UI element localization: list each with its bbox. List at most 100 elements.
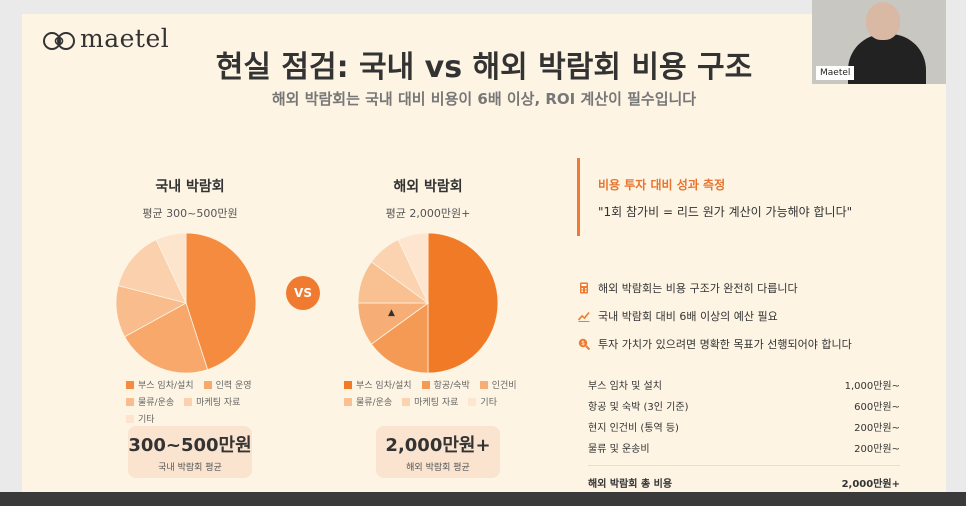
overseas-legend-item: 기타: [468, 395, 497, 408]
overseas-pie-chart: [357, 232, 499, 374]
domestic-pie-slice-5: [155, 232, 187, 304]
logo-icon: [43, 31, 75, 50]
overseas-summary-label: 해외 박람회 평균: [406, 463, 470, 473]
cost-label: 물류 및 운송비: [588, 444, 650, 455]
bottom-bar: [0, 492, 966, 506]
vs-badge: VS: [286, 276, 320, 310]
calculator-icon: [580, 282, 588, 294]
overseas-legend-item: 물류/운송: [344, 395, 392, 408]
domestic-summary-label: 국내 박람회 평균: [158, 463, 222, 473]
domestic-legend-label: 마케팅 자료: [196, 398, 241, 408]
domestic-pie-chart: [115, 232, 257, 374]
list-item-text: 국내 박람회 대비 6배 이상의 예산 필요: [598, 310, 778, 323]
domestic-legend-row: 물류/운송 마케팅 자료: [126, 395, 262, 408]
domestic-legend-item: 물류/운송: [126, 395, 174, 408]
overseas-legend-swatch: [344, 381, 352, 389]
domestic-legend-item: 인력 운영: [203, 378, 252, 391]
list-item-text: 투자 가치가 있으려면 명확한 목표가 선행되어야 합니다: [598, 338, 852, 351]
domestic-summary: 300~500만원 국내 박람회 평균: [128, 426, 252, 478]
slide-subtitle: 해외 박람회는 국내 대비 비용이 6배 이상, ROI 계산이 필수입니다: [271, 90, 697, 108]
overseas-title: 해외 박람회: [393, 179, 463, 195]
table-row: 물류 및 운송비 200만원~: [588, 437, 900, 458]
table-row: 부스 임차 및 설치 1,000만원~: [588, 374, 900, 395]
table-row: 현지 인건비 (통역 등) 200만원~: [588, 416, 900, 437]
mouse-cursor-icon: ▲: [388, 308, 395, 318]
callout-heading: 비용 투자 대비 성과 측정: [598, 178, 726, 192]
overseas-legend-item: 마케팅 자료: [402, 395, 458, 408]
total-row: 해외 박람회 총 비용 2,000만원+: [588, 465, 900, 492]
overseas-legend-label: 항공/숙박: [433, 381, 470, 391]
domestic-pie-slice-4: [117, 239, 187, 304]
domestic-legend-label: 인력 운영: [215, 381, 252, 391]
list-item-text: 해외 박람회는 비용 구조가 완전히 다릅니다: [598, 282, 798, 295]
domestic-legend-row: 부스 임차/설치 인력 운영: [126, 378, 262, 391]
list-item: $ 투자 가치가 있으려면 명확한 목표가 선행되어야 합니다: [578, 330, 852, 358]
cost-label: 부스 임차 및 설치: [588, 381, 662, 392]
domestic-legend-swatch: [126, 381, 134, 389]
slide-title: 현실 점검: 국내 vs 해외 박람회 비용 구조: [215, 50, 753, 85]
overseas-legend-item: 항공/숙박: [421, 378, 470, 391]
domestic-legend-swatch: [126, 415, 134, 423]
overseas-legend-swatch: [479, 381, 488, 389]
overseas-legend-item: 부스 임차/설치: [344, 378, 412, 391]
callout-quote: "1회 참가비 = 리드 원가 계산이 가능해야 합니다": [598, 205, 853, 219]
overseas-legend-row: 부스 임차/설치 항공/숙박 인건비: [344, 378, 527, 391]
total-value: 2,000만원+: [841, 479, 900, 490]
svg-text:$: $: [581, 340, 585, 347]
overseas-pie-slice-1: [427, 232, 499, 374]
domestic-legend-label: 기타: [138, 415, 155, 425]
total-label: 해외 박람회 총 비용: [588, 479, 673, 490]
cost-value: 200만원~: [854, 444, 900, 455]
overseas-legend-label: 인건비: [491, 381, 517, 391]
cost-label: 현지 인건비 (통역 등): [588, 423, 679, 434]
participant-body: [848, 34, 926, 84]
key-points-list: 해외 박람회는 비용 구조가 완전히 다릅니다 국내 박람회 대비 6배 이상의…: [578, 274, 852, 358]
domestic-pie-slice-1: [185, 232, 257, 371]
domestic-pie-slice-2: [124, 302, 209, 374]
table-row: 항공 및 숙박 (3인 기준) 600만원~: [588, 395, 900, 416]
domestic-legend-item: 부스 임차/설치: [126, 378, 194, 391]
overseas-legend-swatch: [344, 398, 352, 406]
trend-chart-icon: [578, 311, 590, 322]
overseas-legend-label: 마케팅 자료: [414, 398, 459, 408]
overseas-pie-slice-6: [397, 232, 429, 304]
participant-name-tag: Maetel: [816, 66, 855, 80]
overseas-legend-label: 부스 임차/설치: [356, 381, 412, 391]
overseas-legend-label: 물류/운송: [356, 398, 393, 408]
roi-callout: 비용 투자 대비 성과 측정 "1회 참가비 = 리드 원가 계산이 가능해야 …: [577, 158, 918, 236]
search-dollar-icon: $: [578, 338, 590, 350]
domestic-legend-item: 마케팅 자료: [184, 395, 240, 408]
domestic-subtitle: 평균 300~500만원: [142, 207, 238, 220]
domestic-legend-swatch: [126, 398, 134, 406]
brand-name: maetel: [80, 24, 170, 53]
cost-label: 항공 및 숙박 (3인 기준): [588, 402, 689, 413]
domestic-legend-swatch: [203, 381, 212, 389]
overseas-pie-slice-2: [370, 302, 429, 374]
overseas-legend-item: 인건비: [479, 378, 517, 391]
overseas-legend-swatch: [402, 398, 411, 406]
overseas-legend-label: 기타: [480, 398, 497, 408]
webcam-thumbnail[interactable]: Maetel: [812, 0, 946, 84]
participant-face: [866, 2, 900, 40]
domestic-legend-item: 기타: [126, 412, 155, 425]
domestic-legend-row: 기타: [126, 412, 262, 425]
cost-breakdown-table: 부스 임차 및 설치 1,000만원~ 항공 및 숙박 (3인 기준) 600만원~…: [588, 374, 900, 492]
presentation-slide: maetel 현실 점검: 국내 vs 해외 박람회 비용 구조 해외 박람회는…: [22, 14, 946, 492]
domestic-legend-label: 물류/운송: [138, 398, 175, 408]
overseas-subtitle: 평균 2,000만원+: [385, 207, 471, 220]
overseas-summary-value: 2,000만원+: [385, 435, 491, 456]
domestic-legend-swatch: [184, 398, 193, 406]
overseas-legend-row: 물류/운송 마케팅 자료 기타: [344, 395, 527, 408]
cost-value: 600만원~: [854, 402, 900, 413]
overseas-legend-swatch: [421, 381, 430, 389]
overseas-summary: 2,000만원+ 해외 박람회 평균: [376, 426, 500, 478]
overseas-legend-swatch: [468, 398, 477, 406]
domestic-summary-value: 300~500만원: [128, 435, 252, 456]
domestic-legend-label: 부스 임차/설치: [138, 381, 194, 391]
list-item: 해외 박람회는 비용 구조가 완전히 다릅니다: [578, 274, 852, 302]
brand-logo: maetel: [42, 24, 169, 53]
domestic-title: 국내 박람회: [155, 179, 225, 195]
cost-value: 200만원~: [854, 423, 900, 434]
